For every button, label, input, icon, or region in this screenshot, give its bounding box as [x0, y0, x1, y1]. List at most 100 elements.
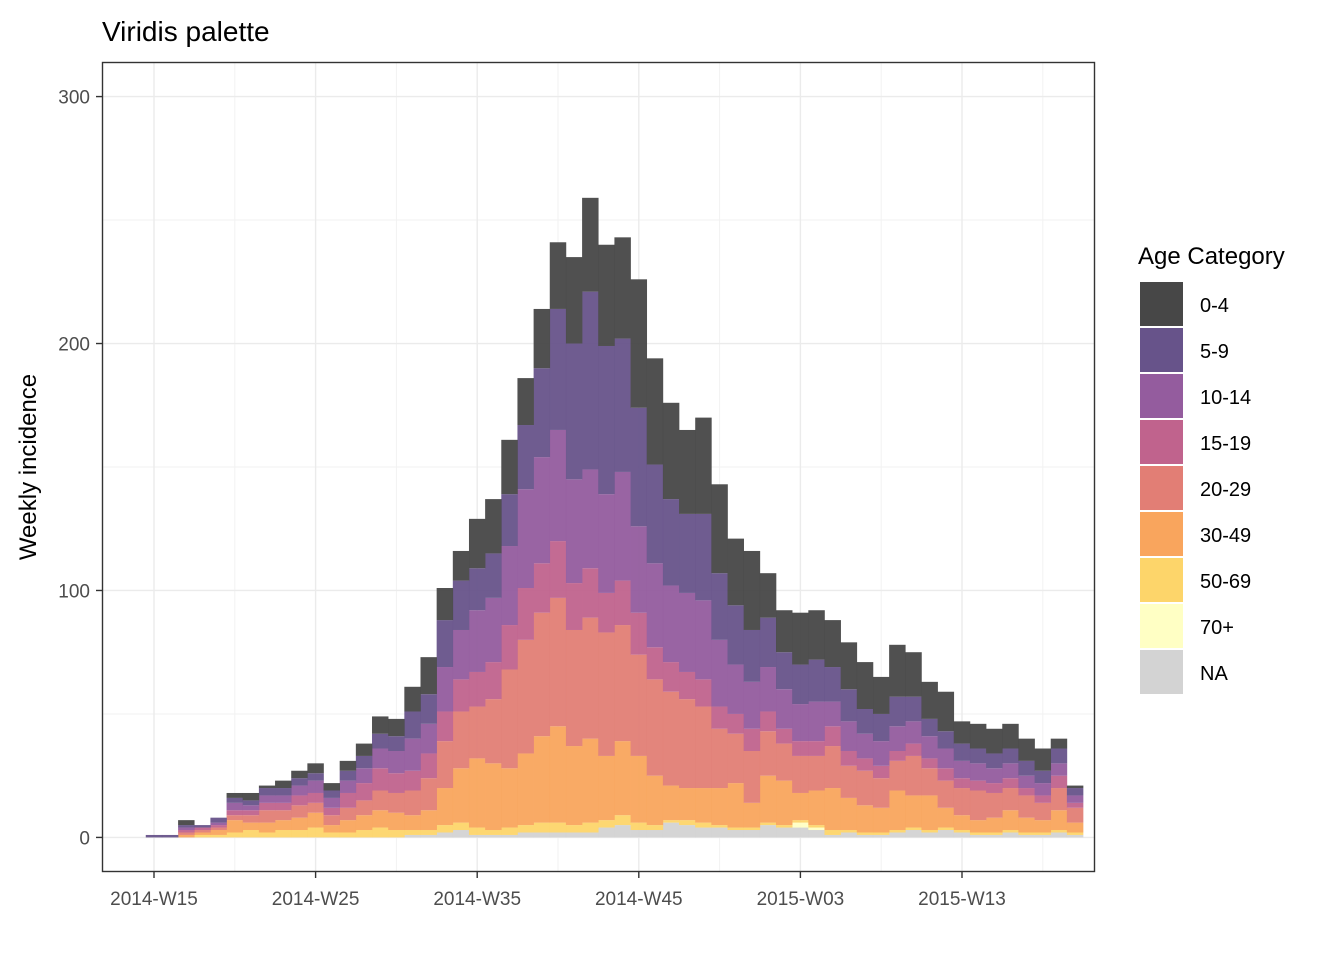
bar-segment: [808, 827, 825, 831]
bar-segment: [792, 612, 809, 665]
bar-segment: [517, 832, 534, 838]
bar-segment: [905, 795, 922, 828]
bar-segment: [986, 728, 1003, 754]
bar-segment: [808, 790, 825, 826]
bar-segment: [226, 797, 244, 803]
bar-segment: [178, 820, 195, 826]
legend-swatch: [1140, 282, 1183, 326]
bar-segment: [953, 721, 971, 744]
bar-segment: [388, 736, 405, 751]
bar-segment: [856, 832, 874, 835]
bar-segment: [889, 830, 906, 833]
bar-segment: [226, 810, 244, 816]
bar-segment: [549, 726, 567, 823]
bar-segment: [646, 563, 664, 648]
bar-segment: [1018, 788, 1035, 796]
y-tick-label: 200: [58, 335, 90, 356]
bar-segment: [986, 834, 1003, 838]
bar-segment: [759, 822, 777, 826]
bar-segment: [872, 834, 890, 838]
bar-segment: [986, 783, 1003, 793]
bar-segment: [582, 568, 599, 618]
bar-segment: [307, 773, 324, 781]
bar-segment: [275, 795, 292, 803]
bar-segment: [921, 768, 938, 796]
bar-segment: [905, 827, 922, 831]
bar-segment: [711, 484, 728, 574]
bar-segment: [759, 731, 777, 776]
x-axis: 2014-W15 2014-W25 2014-W35 2014-W45 2015-W03…: [110, 872, 1006, 910]
bar-segment: [404, 790, 421, 816]
bar-segment: [840, 642, 858, 690]
bar-segment: [743, 830, 761, 838]
legend-label: 30-49: [1200, 525, 1251, 547]
bar-segment: [517, 489, 534, 589]
bar-segment: [986, 817, 1003, 833]
bar-segment: [840, 689, 858, 722]
bar-segment: [630, 822, 648, 831]
bar-segment: [711, 825, 728, 828]
bar-segment: [275, 780, 292, 789]
bar-segment: [1050, 763, 1068, 776]
bar-segment: [420, 657, 437, 695]
bar-segment: [695, 600, 712, 680]
bar-segment: [1034, 820, 1052, 833]
bar-segment: [1018, 775, 1035, 789]
bar-segment: [969, 832, 987, 835]
bar-segment: [905, 652, 922, 697]
bar-segment: [905, 743, 922, 756]
bar-segment: [872, 741, 890, 766]
bar-segment: [339, 780, 357, 793]
bar-segment: [485, 662, 502, 700]
bar-segment: [953, 832, 971, 838]
bar-segment: [840, 830, 858, 833]
bar-segment: [339, 770, 357, 781]
bar-segment: [291, 785, 308, 796]
bar-segment: [468, 706, 486, 759]
bar-segment: [323, 825, 340, 833]
bar-segment: [1002, 778, 1019, 789]
bar-segment: [905, 721, 922, 744]
bar-segment: [291, 830, 308, 838]
bar-segment: [1034, 832, 1052, 835]
bar-segment: [969, 723, 987, 749]
bar-segment: [258, 788, 276, 796]
bar-segment: [1018, 760, 1035, 776]
bar-segment: [533, 822, 551, 833]
legend-label: 70+: [1200, 617, 1234, 639]
bar-segment: [1034, 783, 1052, 796]
bar-segment: [210, 834, 227, 838]
bar-segment: [226, 792, 244, 798]
bar-segment: [517, 378, 534, 426]
bar-segment: [1050, 832, 1068, 838]
bar-segment: [436, 825, 454, 833]
bar-segment: [372, 827, 389, 838]
bar-segment: [275, 830, 292, 838]
bar-segment: [759, 573, 777, 618]
bar-segment: [501, 834, 518, 838]
bar-segment: [792, 792, 809, 821]
bar-segment: [986, 753, 1003, 769]
bar-segment: [969, 780, 987, 791]
bar-segment: [1018, 832, 1035, 835]
bar-segment: [598, 494, 615, 593]
bar-segment: [565, 343, 583, 480]
bar-segment: [549, 832, 567, 838]
bar-segment: [695, 417, 712, 514]
y-axis-title: Weekly incidence: [15, 374, 42, 560]
bar-segment: [323, 797, 340, 808]
bar-segment: [291, 795, 308, 806]
bar-segment: [404, 738, 421, 771]
bar-segment: [614, 741, 631, 816]
bar-segment: [921, 795, 938, 831]
bar-segment: [969, 790, 987, 821]
bar-segment: [776, 610, 793, 653]
legend-swatch: [1140, 558, 1183, 602]
bar-segment: [452, 629, 470, 680]
bar-segment: [824, 726, 841, 747]
bar-segment: [372, 748, 389, 769]
bar-segment: [840, 765, 858, 798]
bar-segment: [872, 807, 890, 833]
bar-segment: [258, 832, 276, 838]
